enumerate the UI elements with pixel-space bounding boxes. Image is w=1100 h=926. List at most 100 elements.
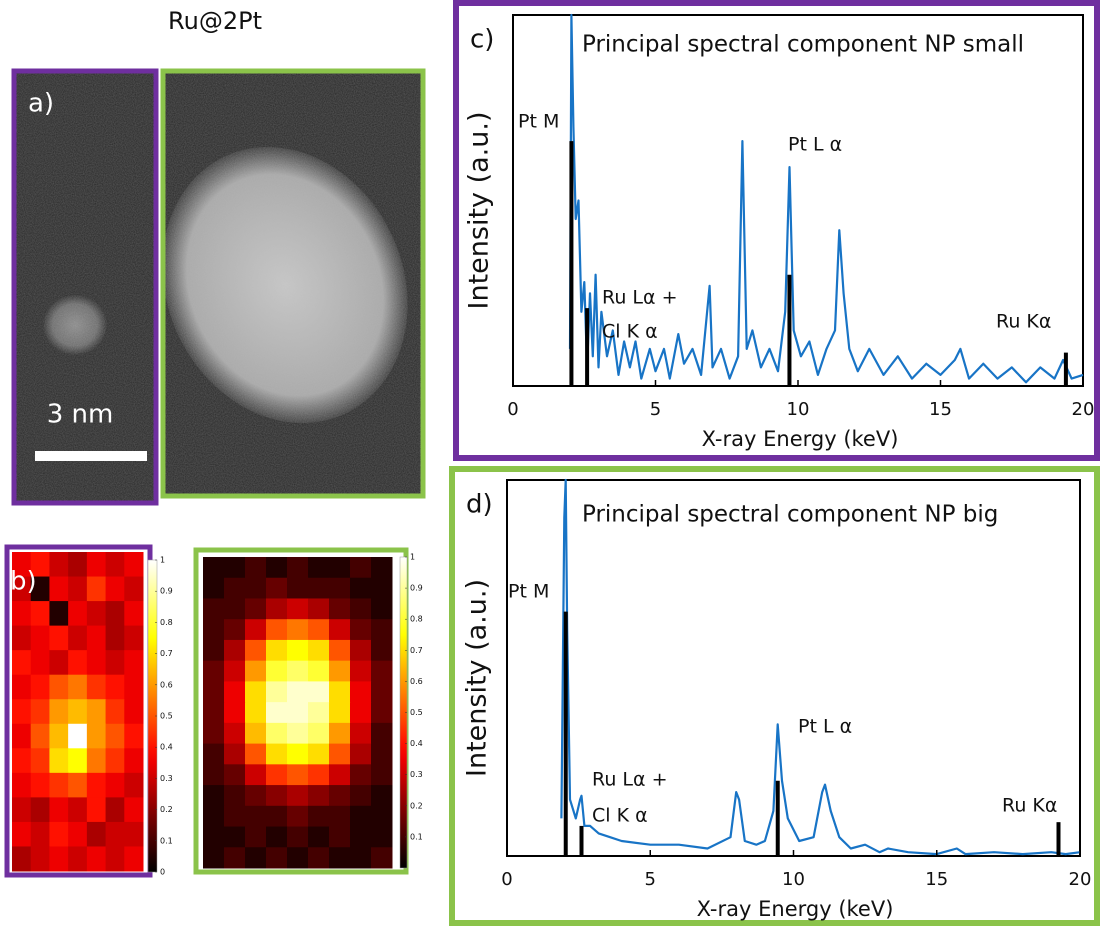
heatmap-cell [86,576,107,602]
heatmap-cell [308,826,330,848]
heatmap-cell [30,723,50,749]
heatmap-cell [49,846,69,872]
heatmap-cell [287,557,309,579]
heatmap-cell [124,699,144,725]
heatmap-cell [124,797,144,823]
colorbar-tick-label: 0.5 [410,708,423,717]
heatmap-cell [86,772,107,798]
heatmap-cell [86,846,107,872]
heatmap-cell [203,722,225,745]
heatmap-cell [287,764,309,786]
heatmap-cell [329,743,351,765]
heatmap-cell [224,577,246,599]
heatmap-cell [329,557,351,579]
heatmap-cell [49,748,69,774]
heatmap-cell [105,650,125,676]
colorbar-tick-label: 0.2 [410,801,423,810]
heatmap-cell [30,650,50,676]
heatmap-cell [30,772,50,798]
heatmap-cell [49,650,69,676]
heatmap-cell [203,743,225,765]
heatmap-cell [224,557,246,579]
plot-area [506,479,1081,857]
heatmap-cell [350,743,372,765]
chart-title: Principal spectral component NP big [582,502,998,528]
heatmap-cell [124,576,144,602]
heatmap-cell [203,847,225,869]
heatmap-cell [12,772,32,798]
heatmap-cell [371,826,393,848]
heatmap-cell [68,650,88,676]
heatmap-cell [224,722,246,745]
heatmap-cell [329,681,351,703]
colorbar-tick-label: 0.4 [410,739,423,748]
heatmap-cell [266,805,288,828]
heatmap-cell [124,748,144,774]
heatmap-cell [12,797,32,823]
heatmap-cell [266,722,288,745]
heatmap-cell [245,722,267,745]
heatmap-cell [12,576,32,602]
y-axis-label: Intensity (a.u.) [462,579,493,777]
heatmap-cell [224,743,246,765]
heatmap-cell [287,577,309,599]
heatmap-cell [30,576,50,602]
heatmap-cell [30,821,50,847]
heatmap-cell [266,598,288,620]
heatmap-cell [68,723,88,749]
heatmap-cell [86,674,107,700]
heatmap-cell [203,619,225,641]
heatmap-cell [224,660,246,682]
heatmap-cell [105,846,125,872]
heatmap-cell [308,639,330,662]
heatmap-cell [350,785,372,807]
heatmap-cell [287,847,309,869]
heatmap-cell [203,660,225,682]
heatmap-cell [245,826,267,848]
heatmap-cell [371,764,393,786]
heatmap-cell [308,577,330,599]
heatmap-cell [287,660,309,682]
heatmap-cell [49,699,69,725]
peak-annotation: Pt L α [798,716,852,738]
heatmap-cell [105,772,125,798]
heatmap-cell [371,722,393,745]
heatmap-cell [30,846,50,872]
heatmap-cell [224,805,246,828]
heatmap-cell [245,660,267,682]
heatmap-cell [287,598,309,620]
heatmap-cell [308,847,330,869]
heatmap-cell [266,639,288,662]
heatmap-cell [203,577,225,599]
heatmap-cell [308,743,330,765]
heatmap-cell [308,722,330,745]
heatmap-cell [203,639,225,662]
heatmap-cell [105,748,125,774]
heatmap-cell [287,826,309,848]
heatmap-cell [329,722,351,745]
heatmap-cell [266,702,288,724]
heatmap-cell [329,660,351,682]
heatmap-cell [308,681,330,703]
heatmap-cell [105,723,125,749]
heatmap-cell [287,785,309,807]
heatmap-cell [266,681,288,703]
heatmap-cell [30,601,50,627]
heatmap-cell [49,772,69,798]
heatmap-cell [266,785,288,807]
y-axis-label: Intensity (a.u.) [464,112,495,310]
heatmap-cell [49,821,69,847]
x-axis-label: X-ray Energy (keV) [697,897,894,921]
image-noise [165,73,421,494]
heatmap-cell [371,557,393,579]
heatmap-cell [203,764,225,786]
frame-green [160,68,426,499]
heatmap-cell [49,723,69,749]
heatmap-cell [49,674,69,700]
heatmap-cell [329,619,351,641]
heatmap-cell [30,699,50,725]
peak-annotation: Pt L α [788,134,842,156]
heatmap-cell [49,601,69,627]
heatmap-cell [350,826,372,848]
